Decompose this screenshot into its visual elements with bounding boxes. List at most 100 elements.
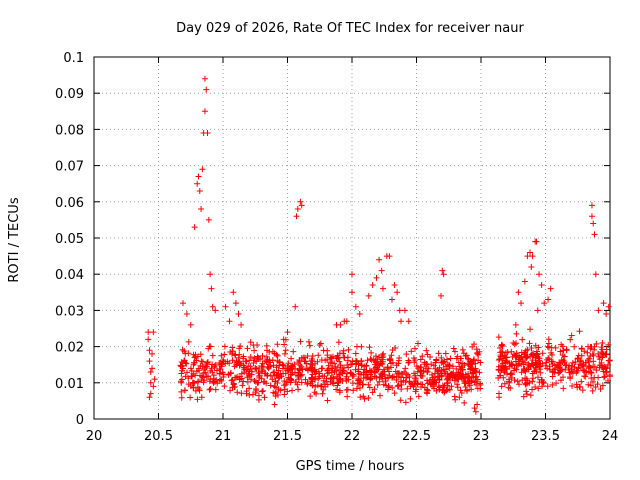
data-point (344, 393, 351, 400)
data-point (178, 363, 185, 370)
data-point (502, 349, 509, 356)
data-point (284, 329, 291, 336)
data-point (453, 355, 460, 362)
data-point (435, 350, 442, 357)
data-point (441, 389, 448, 396)
data-point (324, 381, 331, 388)
data-point (212, 386, 219, 393)
data-point (448, 383, 455, 390)
data-point (454, 384, 461, 391)
y-tick-label: 0.07 (55, 160, 84, 175)
data-point (273, 372, 280, 379)
data-point (243, 388, 250, 395)
data-point (527, 392, 534, 399)
data-point (274, 371, 281, 378)
data-point (508, 371, 515, 378)
data-point (374, 366, 381, 373)
data-point (536, 271, 543, 278)
data-point (379, 361, 386, 368)
data-point (546, 363, 553, 370)
data-point (522, 381, 529, 388)
data-point (190, 361, 197, 368)
data-point (259, 388, 266, 395)
data-point (417, 372, 424, 379)
data-point (229, 357, 236, 364)
data-point (411, 345, 418, 352)
data-point (578, 378, 585, 385)
data-point (183, 360, 190, 367)
data-point (313, 368, 320, 375)
data-point (352, 303, 359, 310)
data-point (590, 220, 597, 227)
data-point (436, 364, 443, 371)
data-point (511, 365, 518, 372)
y-tick-label: 0.04 (55, 268, 84, 283)
x-tick-labels: 20 20.5 21 21.5 22 22.5 23 23.5 24 (86, 429, 619, 444)
data-point (324, 397, 331, 404)
data-point (537, 360, 544, 367)
data-point (591, 346, 598, 353)
data-point (376, 374, 383, 381)
data-point (330, 375, 337, 382)
data-point (605, 357, 612, 364)
data-point (547, 285, 554, 292)
data-point (221, 383, 228, 390)
data-point (335, 339, 342, 346)
data-point (509, 353, 516, 360)
data-point (308, 374, 315, 381)
data-point (187, 321, 194, 328)
data-point (557, 368, 564, 375)
data-point (270, 369, 277, 376)
data-point (391, 282, 398, 289)
data-point (238, 390, 245, 397)
data-point (246, 385, 253, 392)
data-point (294, 206, 301, 213)
data-point (452, 348, 459, 355)
data-point (199, 374, 206, 381)
data-point (449, 363, 456, 370)
data-point (597, 385, 604, 392)
data-point (521, 350, 528, 357)
data-point (307, 361, 314, 368)
data-point (343, 373, 350, 380)
data-point (603, 311, 610, 318)
data-point (412, 388, 419, 395)
data-point (417, 356, 424, 363)
data-point (316, 341, 323, 348)
data-point (146, 394, 153, 401)
data-point (364, 357, 371, 364)
data-point (352, 366, 359, 373)
data-point (521, 359, 528, 366)
data-point (549, 358, 556, 365)
data-point (195, 367, 202, 374)
data-point (217, 360, 224, 367)
data-point (201, 75, 208, 82)
data-point (318, 383, 325, 390)
data-point (519, 336, 526, 343)
data-point (357, 371, 364, 378)
data-point (207, 271, 214, 278)
data-point (146, 358, 153, 365)
data-point (360, 393, 367, 400)
data-point (331, 360, 338, 367)
data-point (246, 357, 253, 364)
data-point (585, 381, 592, 388)
data-point (274, 357, 281, 364)
data-point (336, 389, 343, 396)
data-point (522, 368, 529, 375)
y-axis-title: ROTI / TECUs (7, 197, 22, 282)
data-point (201, 366, 208, 373)
data-point (199, 166, 206, 173)
data-point (295, 359, 302, 366)
data-point (397, 378, 404, 385)
data-point (393, 377, 400, 384)
data-point (368, 349, 375, 356)
data-point (247, 376, 254, 383)
data-point (343, 318, 350, 325)
data-point (258, 368, 265, 375)
data-point (549, 381, 556, 388)
data-point (188, 373, 195, 380)
data-point (496, 394, 503, 401)
data-point (219, 356, 226, 363)
data-point (450, 345, 457, 352)
